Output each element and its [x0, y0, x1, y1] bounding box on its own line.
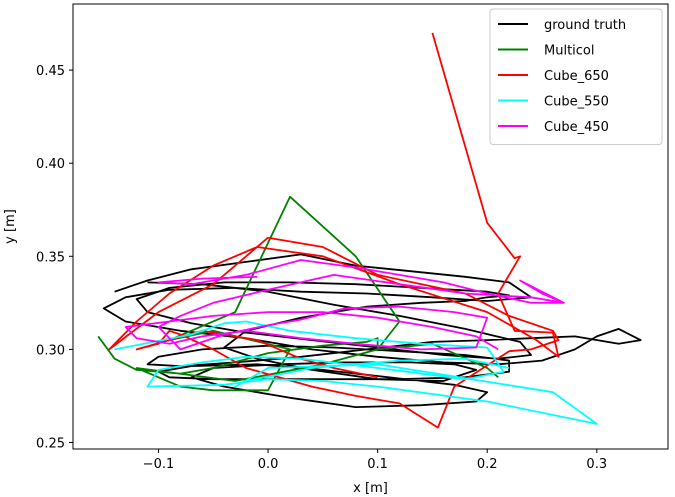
y-axis: 0.25 0.30 0.35 0.40 0.45: [36, 64, 73, 451]
y-tick-label: 0.25: [36, 436, 65, 451]
legend-label: Multicol: [544, 44, 595, 59]
y-tick-label: 0.30: [36, 343, 65, 358]
x-tick-label: 0.2: [477, 457, 498, 472]
legend-label: Cube_450: [544, 120, 609, 135]
legend-label: ground truth: [544, 18, 626, 33]
y-tick-label: 0.45: [36, 64, 65, 79]
series-line-2: [108, 32, 560, 429]
x-tick-label: 0.3: [586, 457, 607, 472]
series-line-3: [114, 320, 598, 425]
x-axis: −0.1 0.0 0.1 0.2 0.3: [143, 449, 607, 472]
series-line-0: [102, 253, 642, 409]
x-axis-label: x [m]: [353, 481, 388, 496]
x-tick-label: 0.1: [367, 457, 388, 472]
legend-label: Cube_550: [544, 95, 609, 110]
x-tick-label: −0.1: [143, 457, 175, 472]
plot-frame: [72, 3, 669, 450]
series-line-4: [124, 259, 565, 351]
series-lines: [97, 32, 642, 429]
y-tick-label: 0.35: [36, 250, 65, 265]
y-tick-label: 0.40: [36, 157, 65, 172]
y-axis-label: y [m]: [3, 209, 18, 244]
legend: ground truth Multicol Cube_650 Cube_550 Cube…: [489, 8, 663, 145]
x-tick-label: 0.0: [258, 457, 279, 472]
legend-box: [489, 8, 663, 145]
legend-label: Cube_650: [544, 69, 609, 84]
